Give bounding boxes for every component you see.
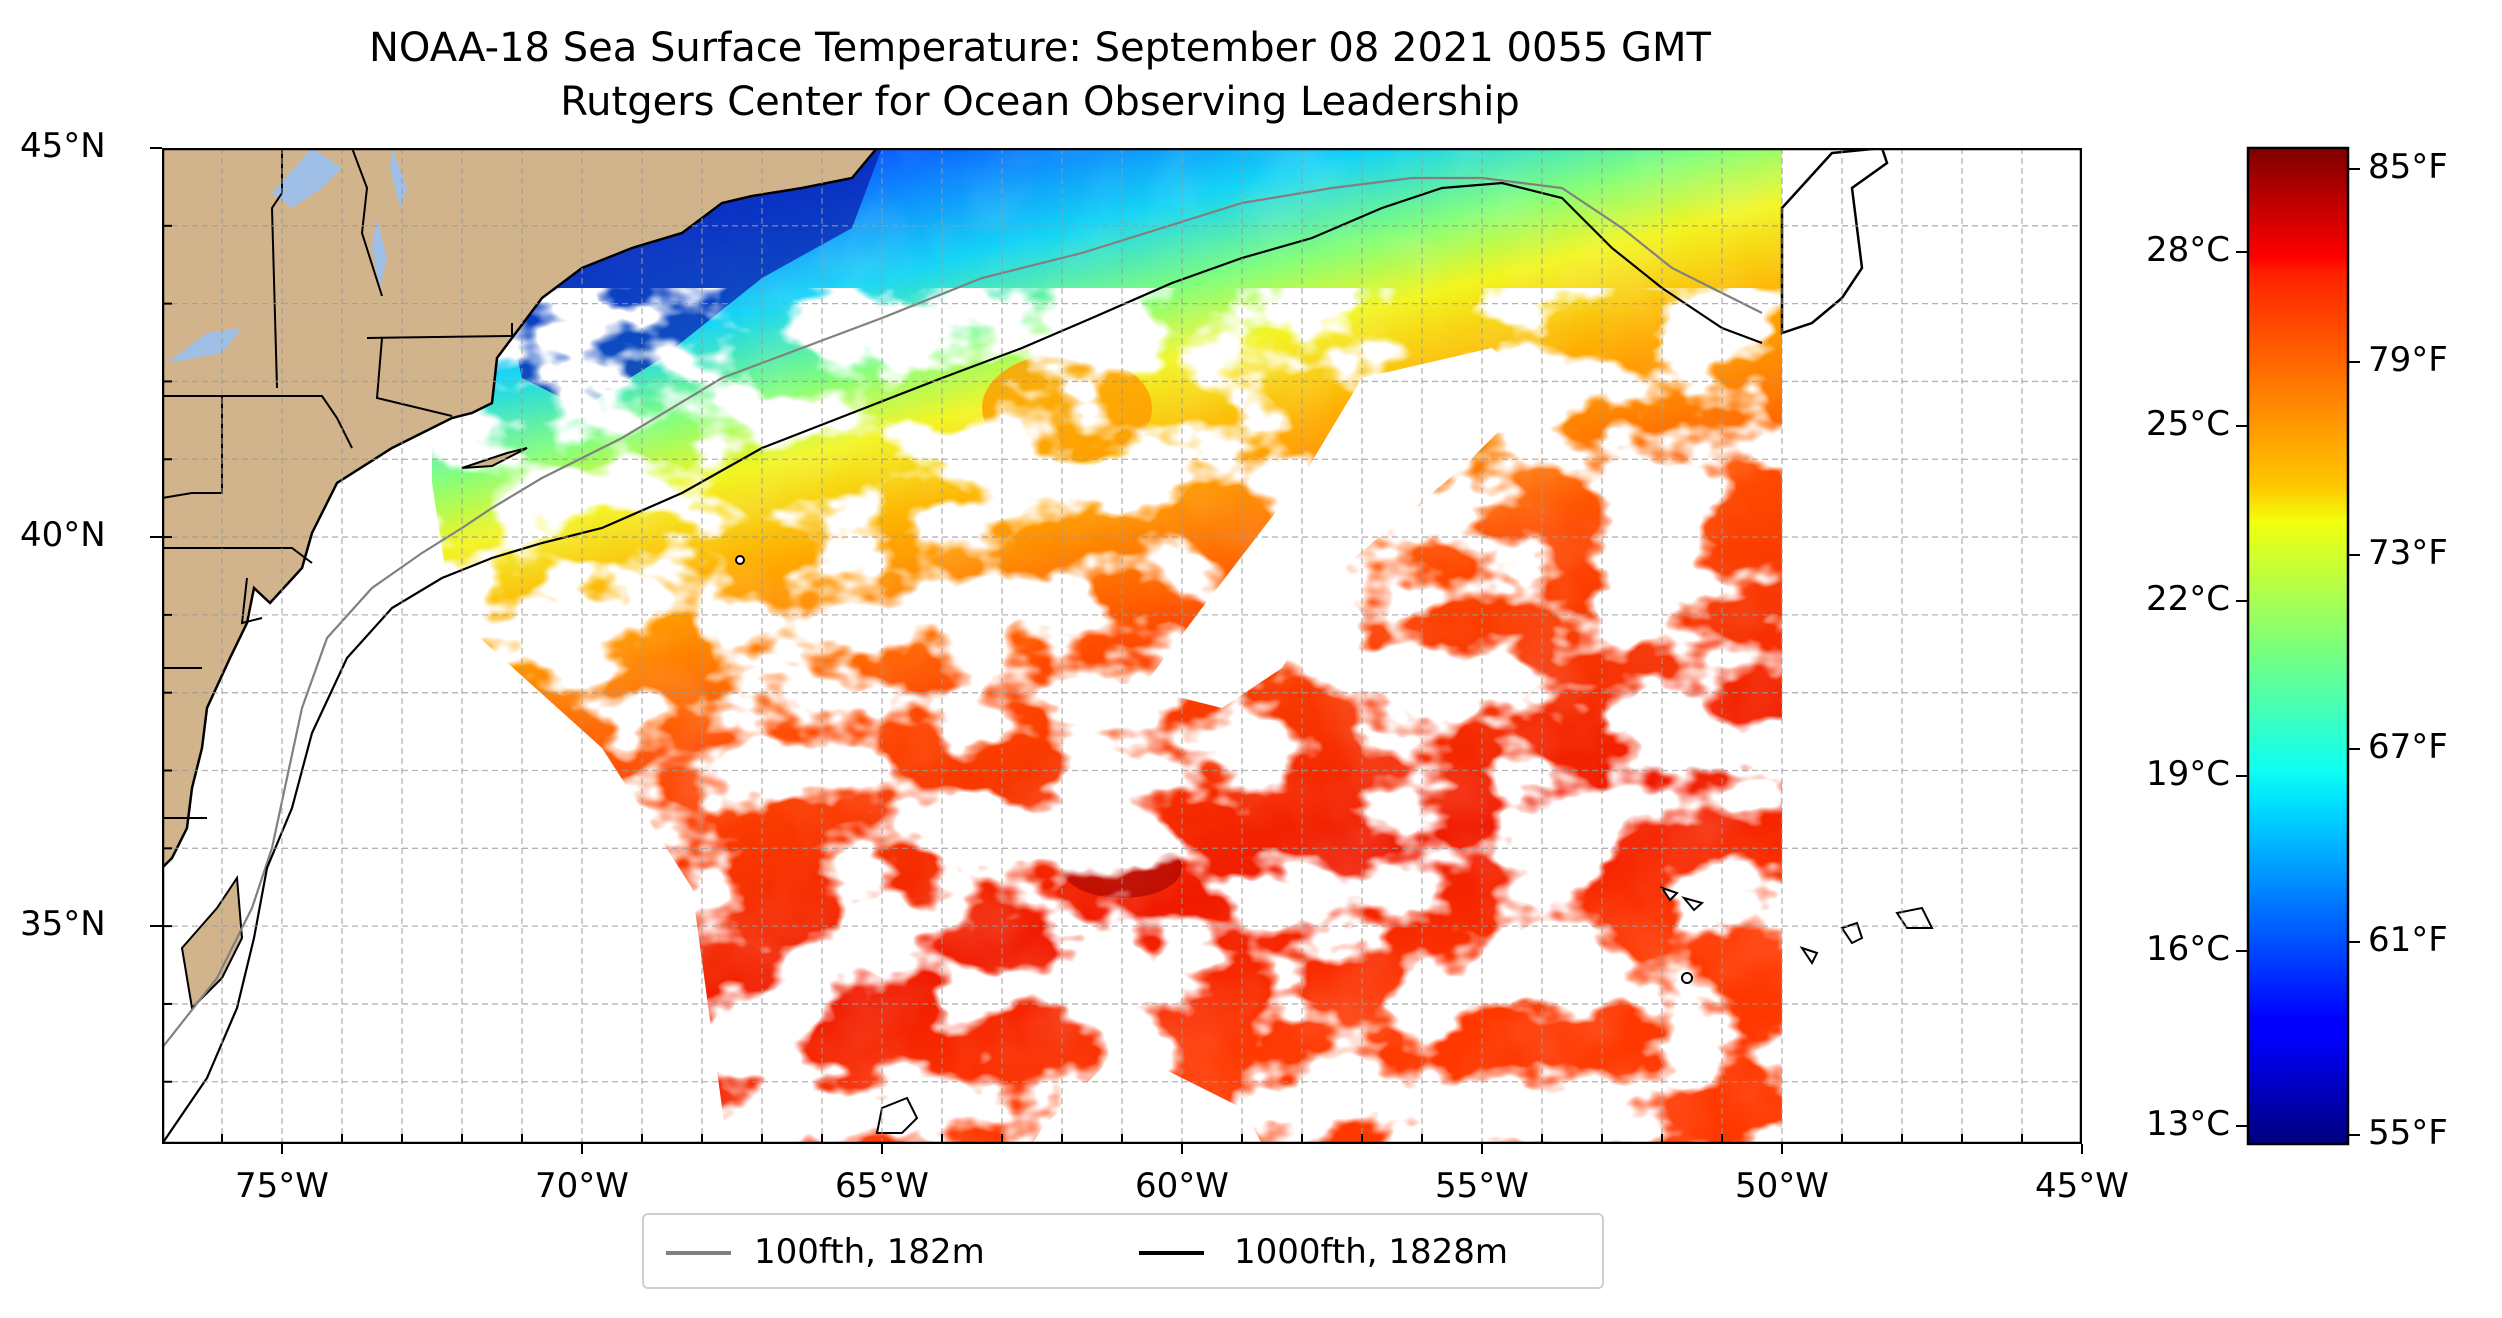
colorbar-celsius-tick [2236, 600, 2248, 603]
lon-tick-label: 45°W [2035, 1166, 2129, 1206]
lon-tick-label: 70°W [535, 1166, 629, 1206]
coastline-land [162, 148, 1934, 1134]
colorbar-fahrenheit-tick [2348, 1134, 2360, 1137]
colorbar-celsius-label: 16°C [2145, 928, 2230, 969]
colorbar-celsius-tick [2236, 1125, 2248, 1128]
colorbar-fahrenheit-tick [2348, 361, 2360, 364]
lon-major-tick [1181, 1144, 1183, 1154]
legend-label-100fth: 100fth, 182m [754, 1232, 985, 1272]
map-title: NOAA-18 Sea Surface Temperature: Septemb… [369, 25, 1711, 71]
colorbar-fahrenheit-label: 79°F [2368, 340, 2448, 381]
lat-major-tick [150, 925, 162, 928]
colorbar-fahrenheit-label: 67°F [2368, 726, 2448, 767]
lon-tick-label: 65°W [835, 1166, 929, 1206]
map-subtitle: Rutgers Center for Ocean Observing Leade… [560, 79, 1520, 125]
lon-major-tick [1481, 1144, 1483, 1154]
lat-tick-label: 45°N [20, 126, 106, 166]
colorbar-celsius-tick [2236, 775, 2248, 778]
colorbar-celsius-tick [2236, 949, 2248, 952]
colorbar-fahrenheit-label: 55°F [2368, 1113, 2448, 1154]
colorbar-celsius-tick [2236, 424, 2248, 427]
lon-tick-label: 75°W [235, 1166, 329, 1206]
colorbar-fahrenheit-label: 73°F [2368, 533, 2448, 574]
colorbar-celsius-label: 25°C [2145, 403, 2230, 444]
colorbar-fahrenheit-tick [2348, 747, 2360, 750]
map-gridlines [162, 148, 2082, 1144]
legend-swatch-100fth [666, 1251, 731, 1255]
lon-major-tick [881, 1144, 883, 1154]
lon-tick-label: 60°W [1135, 1166, 1229, 1206]
colorbar-fahrenheit-label: 85°F [2368, 146, 2448, 187]
isobath-1000fth [162, 181, 1763, 1144]
lon-tick-label: 55°W [1435, 1166, 1529, 1206]
colorbar-celsius-label: 13°C [2145, 1104, 2230, 1145]
legend: 100fth, 182m 1000fth, 1828m [642, 1213, 1604, 1289]
colorbar-fahrenheit-tick [2348, 167, 2360, 170]
colorbar-celsius-label: 22°C [2145, 579, 2230, 620]
colorbar [2246, 146, 2350, 1146]
colorbar-fahrenheit-tick [2348, 940, 2360, 943]
colorbar-fahrenheit-tick [2348, 554, 2360, 557]
lon-major-tick [1781, 1144, 1783, 1154]
lon-major-tick [281, 1144, 283, 1154]
lat-tick-label: 40°N [20, 515, 106, 556]
sst-swath [432, 148, 1782, 1144]
lon-major-tick [581, 1144, 583, 1154]
lon-major-tick [2081, 1144, 2083, 1154]
legend-label-1000fth: 1000fth, 1828m [1234, 1232, 1509, 1272]
colorbar-celsius-label: 19°C [2145, 754, 2230, 795]
colorbar-celsius-label: 28°C [2145, 229, 2230, 270]
colorbar-fahrenheit-label: 61°F [2368, 919, 2448, 960]
lat-tick-label: 35°N [20, 904, 106, 945]
legend-swatch-1000fth [1139, 1251, 1204, 1255]
lat-major-tick [150, 536, 162, 539]
colorbar-celsius-tick [2236, 250, 2248, 253]
lat-major-tick [150, 147, 162, 149]
lon-tick-label: 50°W [1735, 1166, 1829, 1206]
sst-map [162, 148, 2082, 1144]
